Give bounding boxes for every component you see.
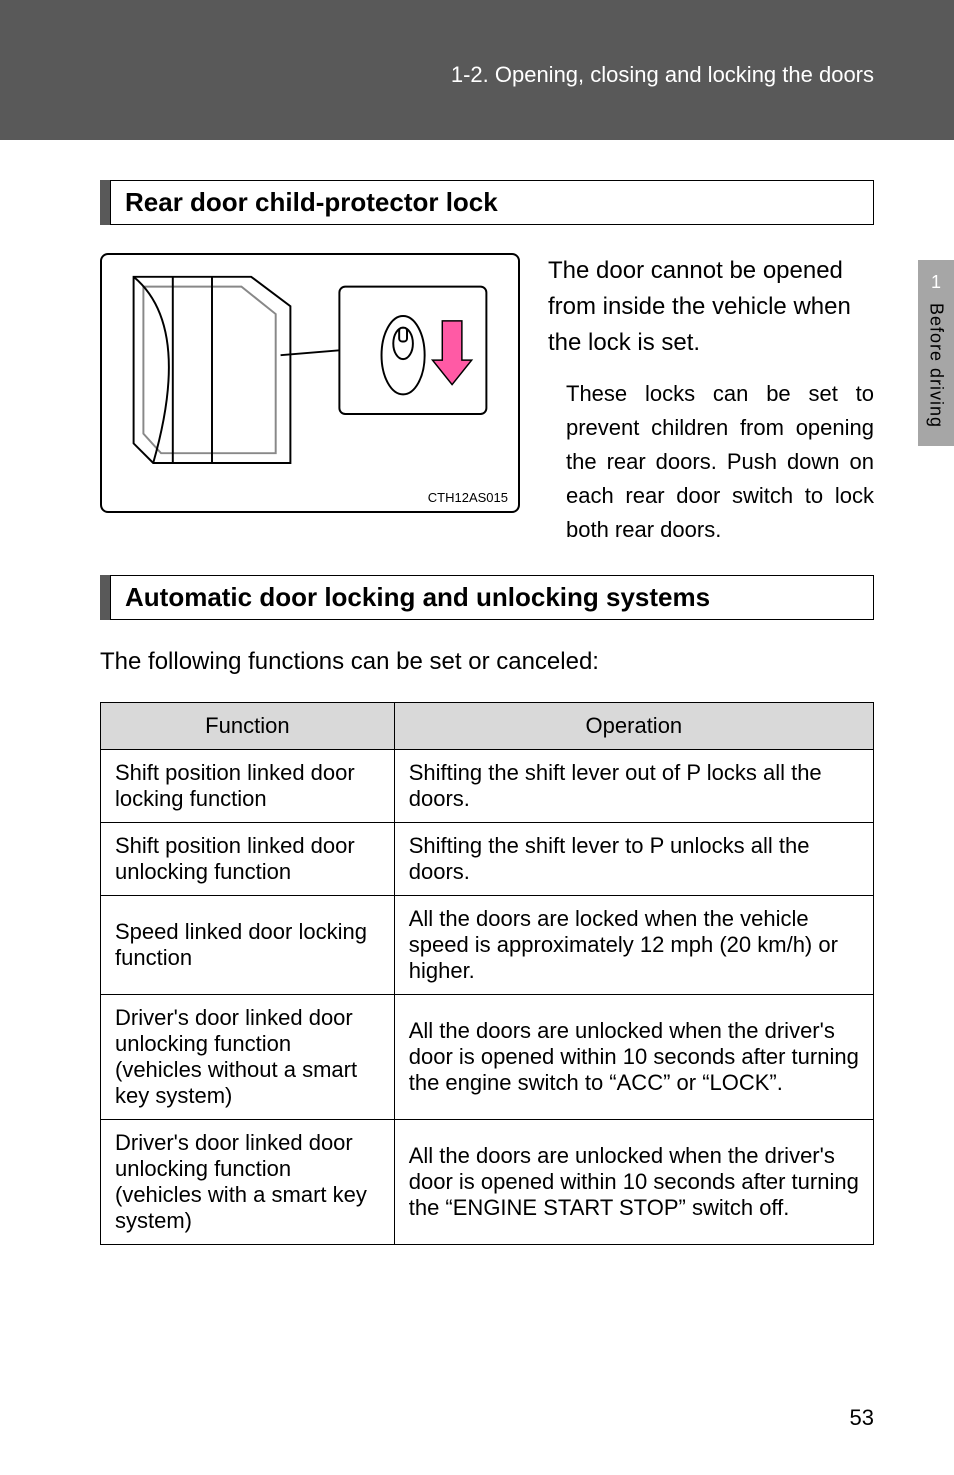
table-cell-operation: All the doors are unlocked when the driv… — [394, 1120, 873, 1245]
table-cell-operation: All the doors are locked when the vehicl… — [394, 896, 873, 995]
table-cell-function: Shift position linked door locking funct… — [101, 750, 395, 823]
table-header-function: Function — [101, 703, 395, 750]
side-tab-label: Before driving — [926, 303, 947, 428]
table-row: Driver's door linked door unlocking func… — [101, 995, 874, 1120]
table-cell-operation: Shifting the shift lever out of P locks … — [394, 750, 873, 823]
table-cell-function: Driver's door linked door unlocking func… — [101, 1120, 395, 1245]
content-area: Rear door child-protector lock — [0, 140, 954, 1245]
table-header-row: Function Operation — [101, 703, 874, 750]
table-cell-operation: All the doors are unlocked when the driv… — [394, 995, 873, 1120]
section-heading-auto-lock: Automatic door locking and unlocking sys… — [100, 575, 874, 620]
heading-text-auto-lock: Automatic door locking and unlocking sys… — [110, 575, 874, 620]
table-row: Shift position linked door locking funct… — [101, 750, 874, 823]
header-band: 1-2. Opening, closing and locking the do… — [0, 0, 954, 140]
page-number: 53 — [850, 1405, 874, 1431]
table-cell-function: Shift position linked door unlocking fun… — [101, 823, 395, 896]
table-row: Driver's door linked door unlocking func… — [101, 1120, 874, 1245]
child-lock-lead: The door cannot be opened from inside th… — [548, 253, 874, 361]
child-lock-sub: These locks can be set to prevent childr… — [548, 377, 874, 547]
table-cell-function: Speed linked door locking function — [101, 896, 395, 995]
table-row: Speed linked door locking function All t… — [101, 896, 874, 995]
page-root: 1-2. Opening, closing and locking the do… — [0, 0, 954, 1475]
functions-table: Function Operation Shift position linked… — [100, 702, 874, 1245]
side-tab: 1 Before driving — [918, 260, 954, 446]
header-breadcrumb: 1-2. Opening, closing and locking the do… — [451, 62, 874, 88]
section-heading-child-lock: Rear door child-protector lock — [100, 180, 874, 225]
table-cell-function: Driver's door linked door unlocking func… — [101, 995, 395, 1120]
heading-bar-icon — [100, 575, 110, 620]
side-tab-chapter-number: 1 — [931, 272, 941, 293]
table-row: Shift position linked door unlocking fun… — [101, 823, 874, 896]
diagram-code-label: CTH12AS015 — [428, 490, 508, 505]
child-lock-diagram: CTH12AS015 — [100, 253, 520, 513]
heading-text-child-lock: Rear door child-protector lock — [110, 180, 874, 225]
heading-bar-icon — [100, 180, 110, 225]
table-header-operation: Operation — [394, 703, 873, 750]
table-cell-operation: Shifting the shift lever to P unlocks al… — [394, 823, 873, 896]
auto-lock-intro: The following functions can be set or ca… — [100, 648, 874, 676]
child-lock-text: The door cannot be opened from inside th… — [548, 253, 874, 547]
child-lock-svg — [114, 267, 506, 483]
child-lock-row: CTH12AS015 The door cannot be opened fro… — [100, 253, 874, 547]
